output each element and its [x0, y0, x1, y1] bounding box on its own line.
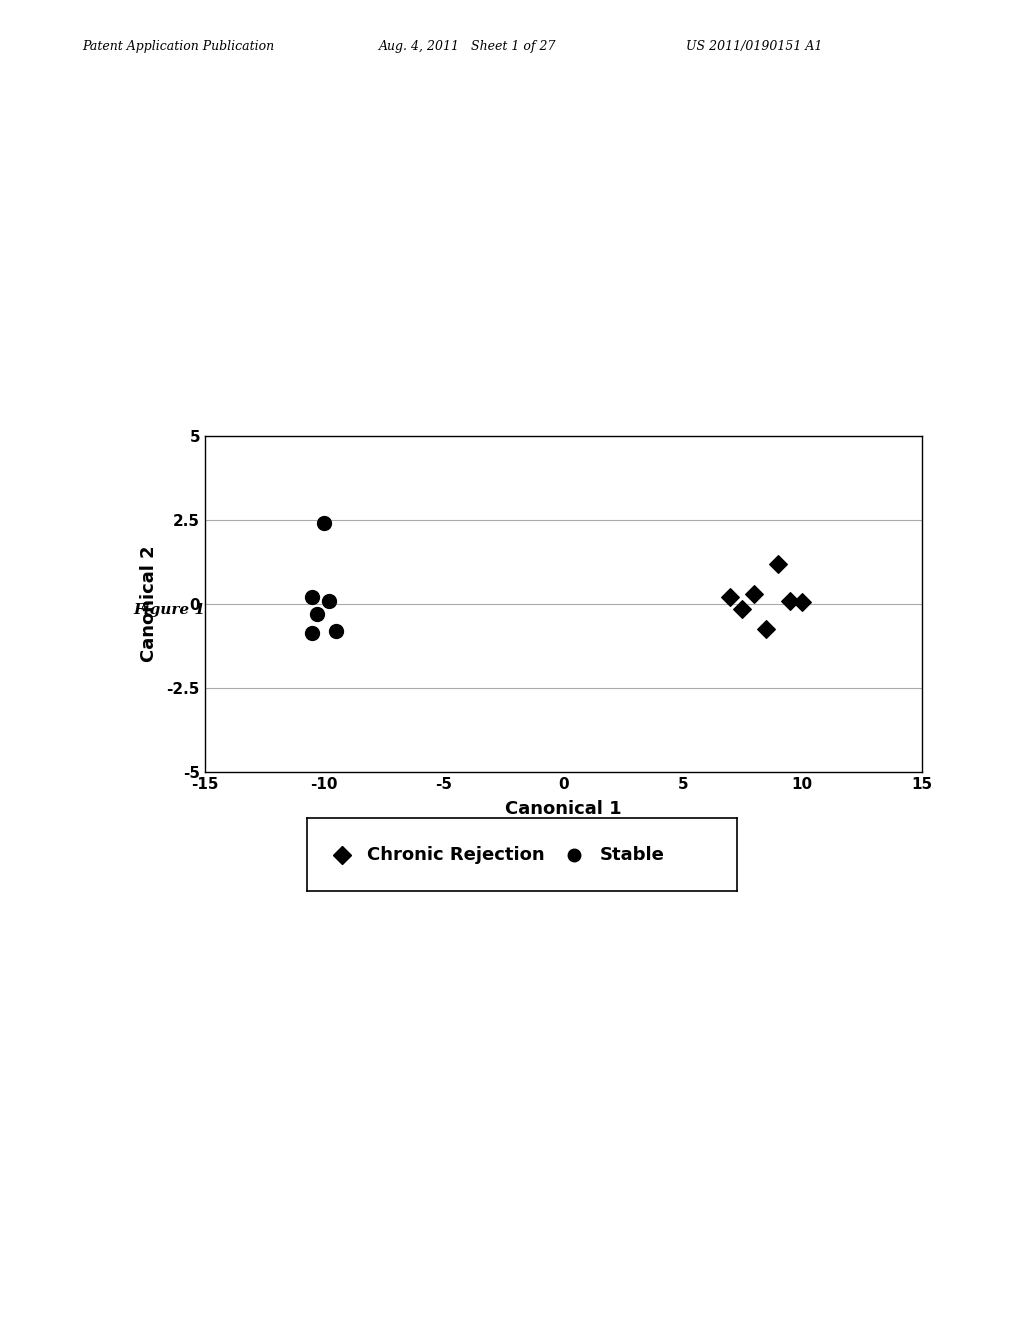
Point — [746, 583, 763, 605]
Point — [309, 603, 326, 624]
Point — [758, 619, 774, 640]
Point — [316, 512, 333, 533]
Point — [304, 622, 321, 643]
Text: US 2011/0190151 A1: US 2011/0190151 A1 — [686, 40, 822, 53]
Point — [782, 590, 799, 611]
Text: Figure 1: Figure 1 — [133, 603, 205, 616]
Text: Stable: Stable — [600, 846, 665, 863]
Text: Patent Application Publication: Patent Application Publication — [82, 40, 274, 53]
Point — [328, 620, 344, 642]
Point — [304, 586, 321, 607]
Text: Chronic Rejection: Chronic Rejection — [368, 846, 545, 863]
Text: Aug. 4, 2011   Sheet 1 of 27: Aug. 4, 2011 Sheet 1 of 27 — [379, 40, 556, 53]
Point — [722, 586, 738, 607]
Y-axis label: Canonical 2: Canonical 2 — [140, 545, 159, 663]
Point — [794, 591, 810, 612]
Point — [734, 598, 751, 619]
X-axis label: Canonical 1: Canonical 1 — [505, 800, 622, 818]
Point — [770, 553, 786, 574]
Point — [321, 590, 337, 611]
